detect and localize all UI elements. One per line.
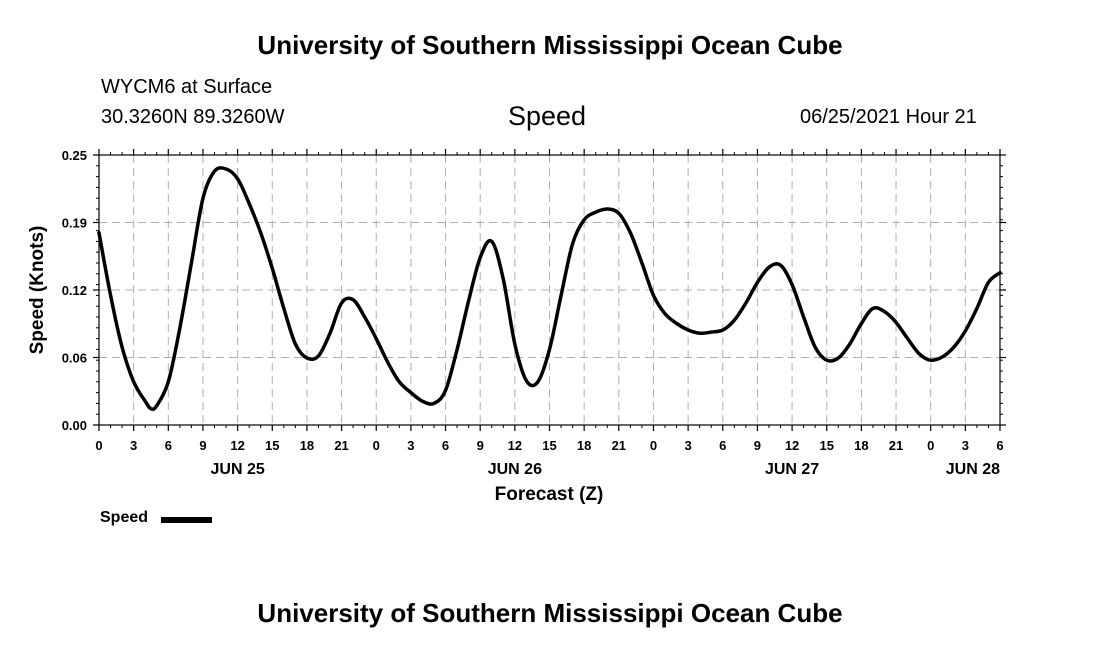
station-label: WYCM6 at Surface [101,76,273,98]
x-tick-label: 6 [719,438,726,453]
x-tick-label: 0 [927,438,934,453]
date-label: JUN 28 [946,461,1000,478]
x-tick-label: 12 [785,438,799,453]
page-title: University of Southern Mississippi Ocean… [257,30,843,60]
chart-title: Speed [508,101,587,131]
date-axis: JUN 25 JUN 26 JUN 27 JUN 28 [210,461,1000,478]
grid-lines [99,155,1000,425]
x-tick-label: 3 [130,438,137,453]
x-tick-label: 18 [577,438,591,453]
x-tick-label: 6 [165,438,172,453]
x-tick-label: 0 [650,438,657,453]
x-tick-label: 3 [962,438,969,453]
x-tick-label: 3 [684,438,691,453]
minor-ticks [96,152,1003,428]
x-tick-label: 9 [754,438,761,453]
timestamp-label: 06/25/2021 Hour 21 [800,106,977,128]
y-axis: 0.00 0.06 0.12 0.19 0.25 [62,148,1006,433]
x-tick-label: 21 [334,438,348,453]
y-tick-label: 0.12 [62,283,87,298]
legend-swatch [161,517,212,523]
x-tick-label: 12 [230,438,244,453]
x-tick-label: 15 [819,438,833,453]
date-label: JUN 27 [765,461,819,478]
coordinates-label: 30.3260N 89.3260W [101,106,285,128]
x-tick-label: 0 [373,438,380,453]
y-tick-label: 0.06 [62,351,87,366]
x-tick-label: 6 [442,438,449,453]
legend-label: Speed [100,509,149,526]
x-tick-label: 18 [300,438,314,453]
x-tick-label: 0 [95,438,102,453]
x-axis: 0 3 6 9 12 15 18 21 0 3 6 9 12 15 18 21 0 3 6 9 12 15 18 21 0 3 6 [95,149,1004,453]
date-label: JUN 25 [210,461,264,478]
date-label: JUN 26 [488,461,542,478]
x-tick-label: 6 [996,438,1003,453]
y-tick-label: 0.25 [62,148,87,163]
y-axis-title: Speed (Knots) [27,226,48,355]
y-tick-label: 0.00 [62,418,87,433]
x-tick-label: 9 [477,438,484,453]
footer-title: University of Southern Mississippi Ocean… [257,598,843,628]
x-tick-label: 18 [854,438,868,453]
y-tick-label: 0.19 [62,216,87,231]
x-axis-title: Forecast (Z) [495,484,604,505]
x-tick-label: 12 [508,438,522,453]
x-tick-label: 3 [407,438,414,453]
x-tick-label: 21 [889,438,903,453]
x-tick-label: 9 [199,438,206,453]
speed-series-line [97,166,1002,412]
x-tick-label: 15 [542,438,556,453]
x-tick-label: 21 [612,438,626,453]
x-tick-label: 15 [265,438,279,453]
